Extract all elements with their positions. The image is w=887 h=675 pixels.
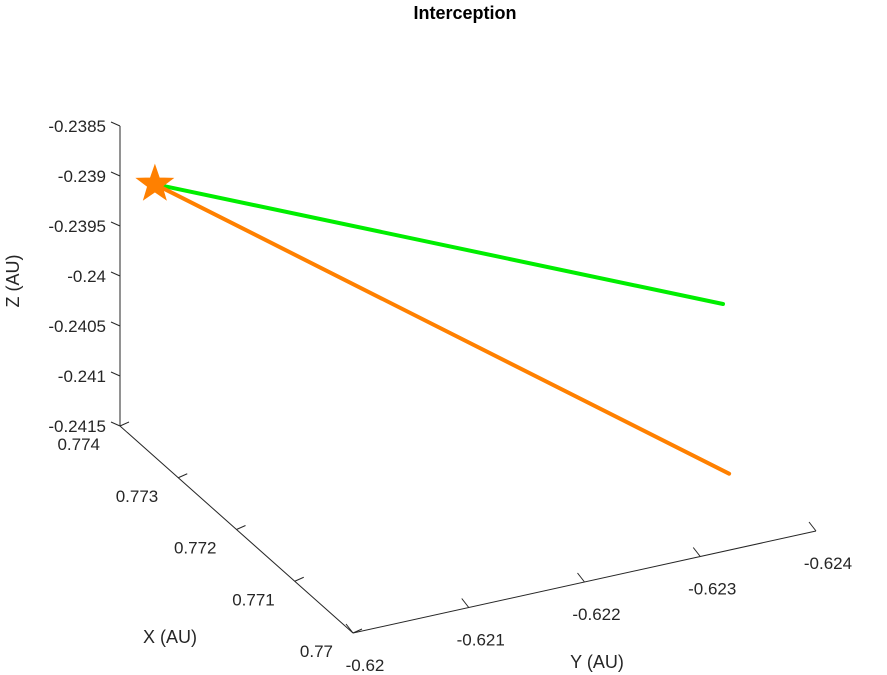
z-tick-mark [110,421,121,427]
y-tick-mark [808,521,817,532]
z-tick-label: -0.2405 [48,317,106,336]
x-tick-label: 0.773 [116,487,159,506]
y-tick-mark [345,623,354,634]
x-axis-ticks: 0.774 0.773 0.772 0.771 0.77 [57,421,363,661]
z-tick-label: -0.24 [67,267,106,286]
x-tick-mark [352,628,363,634]
z-tick-label: -0.239 [58,167,106,186]
y-axis-label: Y (AU) [570,652,624,672]
z-axis-ticks: -0.2385 -0.239 -0.2395 -0.24 -0.2405 -0.241 -0… [48,117,121,436]
x-tick-label: 0.772 [174,539,217,558]
x-tick-label: 0.771 [232,590,275,609]
z-tick-mark [110,121,121,127]
y-tick-mark [577,572,585,583]
star-marker [135,163,175,201]
series-line-2 [152,182,732,476]
x-tick-mark [178,473,188,479]
z-tick-mark [110,171,121,177]
series-line-1 [152,182,725,306]
x-tick-label: 0.774 [57,435,100,454]
z-tick-mark [110,221,121,227]
chart-title: Interception [413,3,516,23]
z-tick-mark [110,321,121,327]
z-tick-label: -0.241 [58,367,106,386]
y-tick-mark [692,547,701,557]
z-tick-label: -0.2395 [48,217,106,236]
z-tick-mark [110,271,121,277]
y-tick-label: -0.623 [688,580,736,599]
y-tick-label: -0.624 [804,554,852,573]
x-tick-mark [119,421,130,427]
x-tick-mark [236,525,246,530]
x-tick-label: 0.77 [300,642,333,661]
y-tick-label: -0.621 [457,631,505,650]
y-tick-mark [461,598,470,608]
z-tick-label: -0.2385 [48,117,106,136]
x-axis-label: X (AU) [143,627,197,647]
z-axis-label: Z (AU) [3,255,23,308]
y-tick-label: -0.622 [572,605,620,624]
x-tick-mark [294,576,304,582]
y-tick-label: -0.62 [346,656,385,675]
z-tick-label: -0.2415 [48,417,106,436]
series-layer [135,163,732,476]
y-axis-ticks: -0.62 -0.621 -0.622 -0.623 -0.624 [345,521,852,675]
z-tick-mark [110,371,121,377]
